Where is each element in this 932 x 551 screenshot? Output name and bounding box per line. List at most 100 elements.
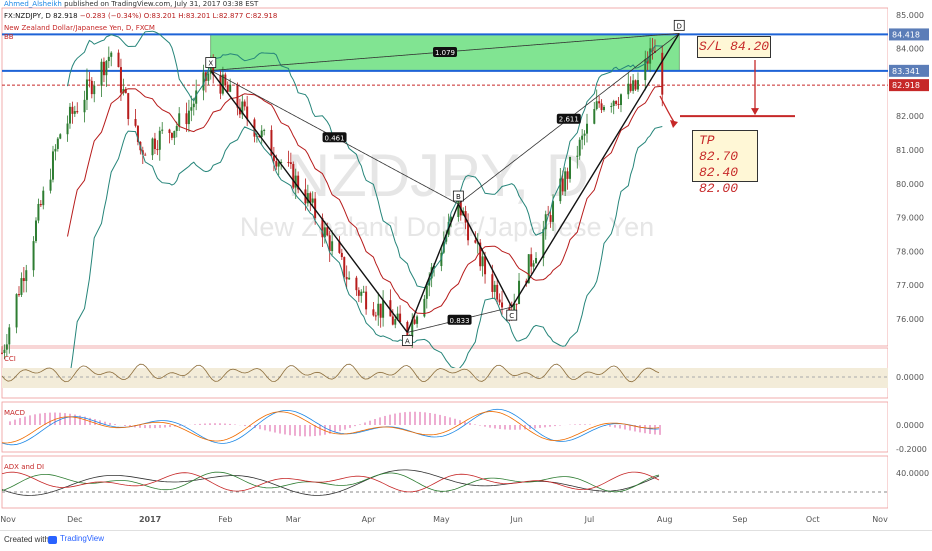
macd-line	[1, 408, 660, 446]
candle	[85, 68, 88, 111]
candle-body	[396, 313, 399, 320]
candle	[122, 78, 125, 96]
x-tick-label: Mar	[286, 515, 302, 524]
candle	[379, 303, 382, 328]
publisher-line: Ahmed_Alsheikh published on TradingView.…	[4, 0, 258, 8]
candle	[632, 74, 635, 94]
candle-body	[467, 222, 470, 241]
macd-tick-label: -0.2000	[896, 445, 927, 454]
candle-body	[270, 129, 273, 156]
candle-body	[581, 135, 584, 140]
ratio-label: 2.611	[559, 116, 579, 124]
pattern-leg-BC	[457, 203, 513, 308]
candle	[629, 76, 632, 93]
candle-body	[355, 277, 358, 291]
bb-indicator-label[interactable]: BB	[4, 33, 14, 41]
candle-body	[348, 277, 351, 280]
pattern-point-label: A	[405, 337, 410, 345]
pattern-point-label: B	[456, 193, 461, 201]
cci-pane-label[interactable]: CCI	[4, 355, 16, 363]
pattern-leg-AB	[406, 203, 460, 333]
pattern-point-label: X	[208, 60, 213, 68]
tradingview-brand[interactable]: TradingView	[60, 534, 105, 543]
candle	[389, 289, 392, 317]
price-tick-label: 79.000	[896, 214, 924, 223]
pattern-point-label: C	[509, 312, 514, 320]
candle-body	[326, 227, 329, 236]
candle-body	[49, 179, 52, 191]
candle	[583, 130, 586, 146]
candle-body	[117, 52, 120, 68]
candle	[479, 239, 482, 271]
candle-body	[450, 216, 453, 222]
level-axis-tag	[889, 28, 929, 41]
candle-body	[263, 129, 266, 131]
take-profit-note[interactable]: TP 82.70 82.40 82.00	[692, 130, 758, 196]
candle	[602, 104, 605, 112]
candle-body	[136, 125, 139, 142]
watermark-symbol: NZDJPY, D	[287, 142, 589, 209]
price-tick-label: 84.000	[896, 45, 924, 54]
candle-body	[37, 203, 40, 221]
candle	[90, 77, 93, 99]
stop-loss-note[interactable]: S/L 84.20	[697, 36, 771, 58]
candle-body	[610, 106, 613, 108]
pattern-leg-CD	[511, 32, 680, 308]
x-tick-label: Oct	[806, 515, 820, 524]
candle	[498, 293, 501, 306]
candle	[617, 97, 620, 109]
candle-body	[73, 111, 76, 114]
candle-body	[107, 56, 110, 62]
candle-body	[306, 193, 309, 204]
candle-body	[124, 88, 127, 94]
macd-pane-label[interactable]: MACD	[4, 409, 25, 417]
candle	[144, 152, 147, 156]
candle-body	[20, 278, 23, 295]
candle	[5, 334, 8, 357]
candle-body	[100, 61, 103, 86]
candle-body	[71, 106, 74, 114]
candle	[636, 72, 639, 92]
instrument-title[interactable]: New Zealand Dollar/Japanese Yen, D, FXCM	[4, 24, 155, 32]
candle	[136, 125, 139, 146]
candle-body	[634, 80, 637, 90]
candle	[331, 230, 334, 257]
ratio-badge	[556, 113, 581, 124]
candle-body	[513, 303, 516, 314]
cci-tick-label: 0.0000	[896, 373, 924, 382]
candle	[54, 144, 57, 161]
candle-body	[22, 278, 25, 282]
candle-body	[66, 123, 69, 135]
candle	[610, 102, 613, 113]
level-axis-label: 84.418	[892, 30, 920, 39]
candle-body	[207, 73, 210, 81]
candle-body	[615, 101, 618, 104]
candle-body	[561, 178, 564, 192]
candle	[423, 294, 426, 318]
candle	[168, 128, 171, 144]
candle-body	[195, 90, 198, 104]
candle	[345, 265, 348, 289]
candle	[187, 99, 190, 133]
adx-pane-label[interactable]: ADX and DI	[4, 463, 45, 471]
candle-body	[277, 162, 280, 167]
candle	[289, 152, 292, 169]
candle	[56, 136, 59, 152]
candle	[25, 264, 28, 293]
candle	[17, 286, 20, 297]
candle	[496, 279, 499, 305]
candle	[362, 285, 365, 293]
symbol-line: FX:NZDJPY, D 82.918 −0.283 (−0.34%) O:83…	[4, 12, 277, 20]
x-tick-label: Sep	[732, 515, 747, 524]
candle-body	[552, 201, 555, 222]
author-link[interactable]: Ahmed_Alsheikh	[4, 0, 62, 8]
candle	[569, 156, 572, 183]
candle-body	[636, 80, 639, 90]
candle	[535, 252, 538, 264]
candle-body	[153, 138, 156, 150]
candle-body	[294, 175, 297, 188]
candle	[357, 287, 360, 303]
candle	[340, 248, 343, 260]
candle-body	[493, 284, 496, 292]
